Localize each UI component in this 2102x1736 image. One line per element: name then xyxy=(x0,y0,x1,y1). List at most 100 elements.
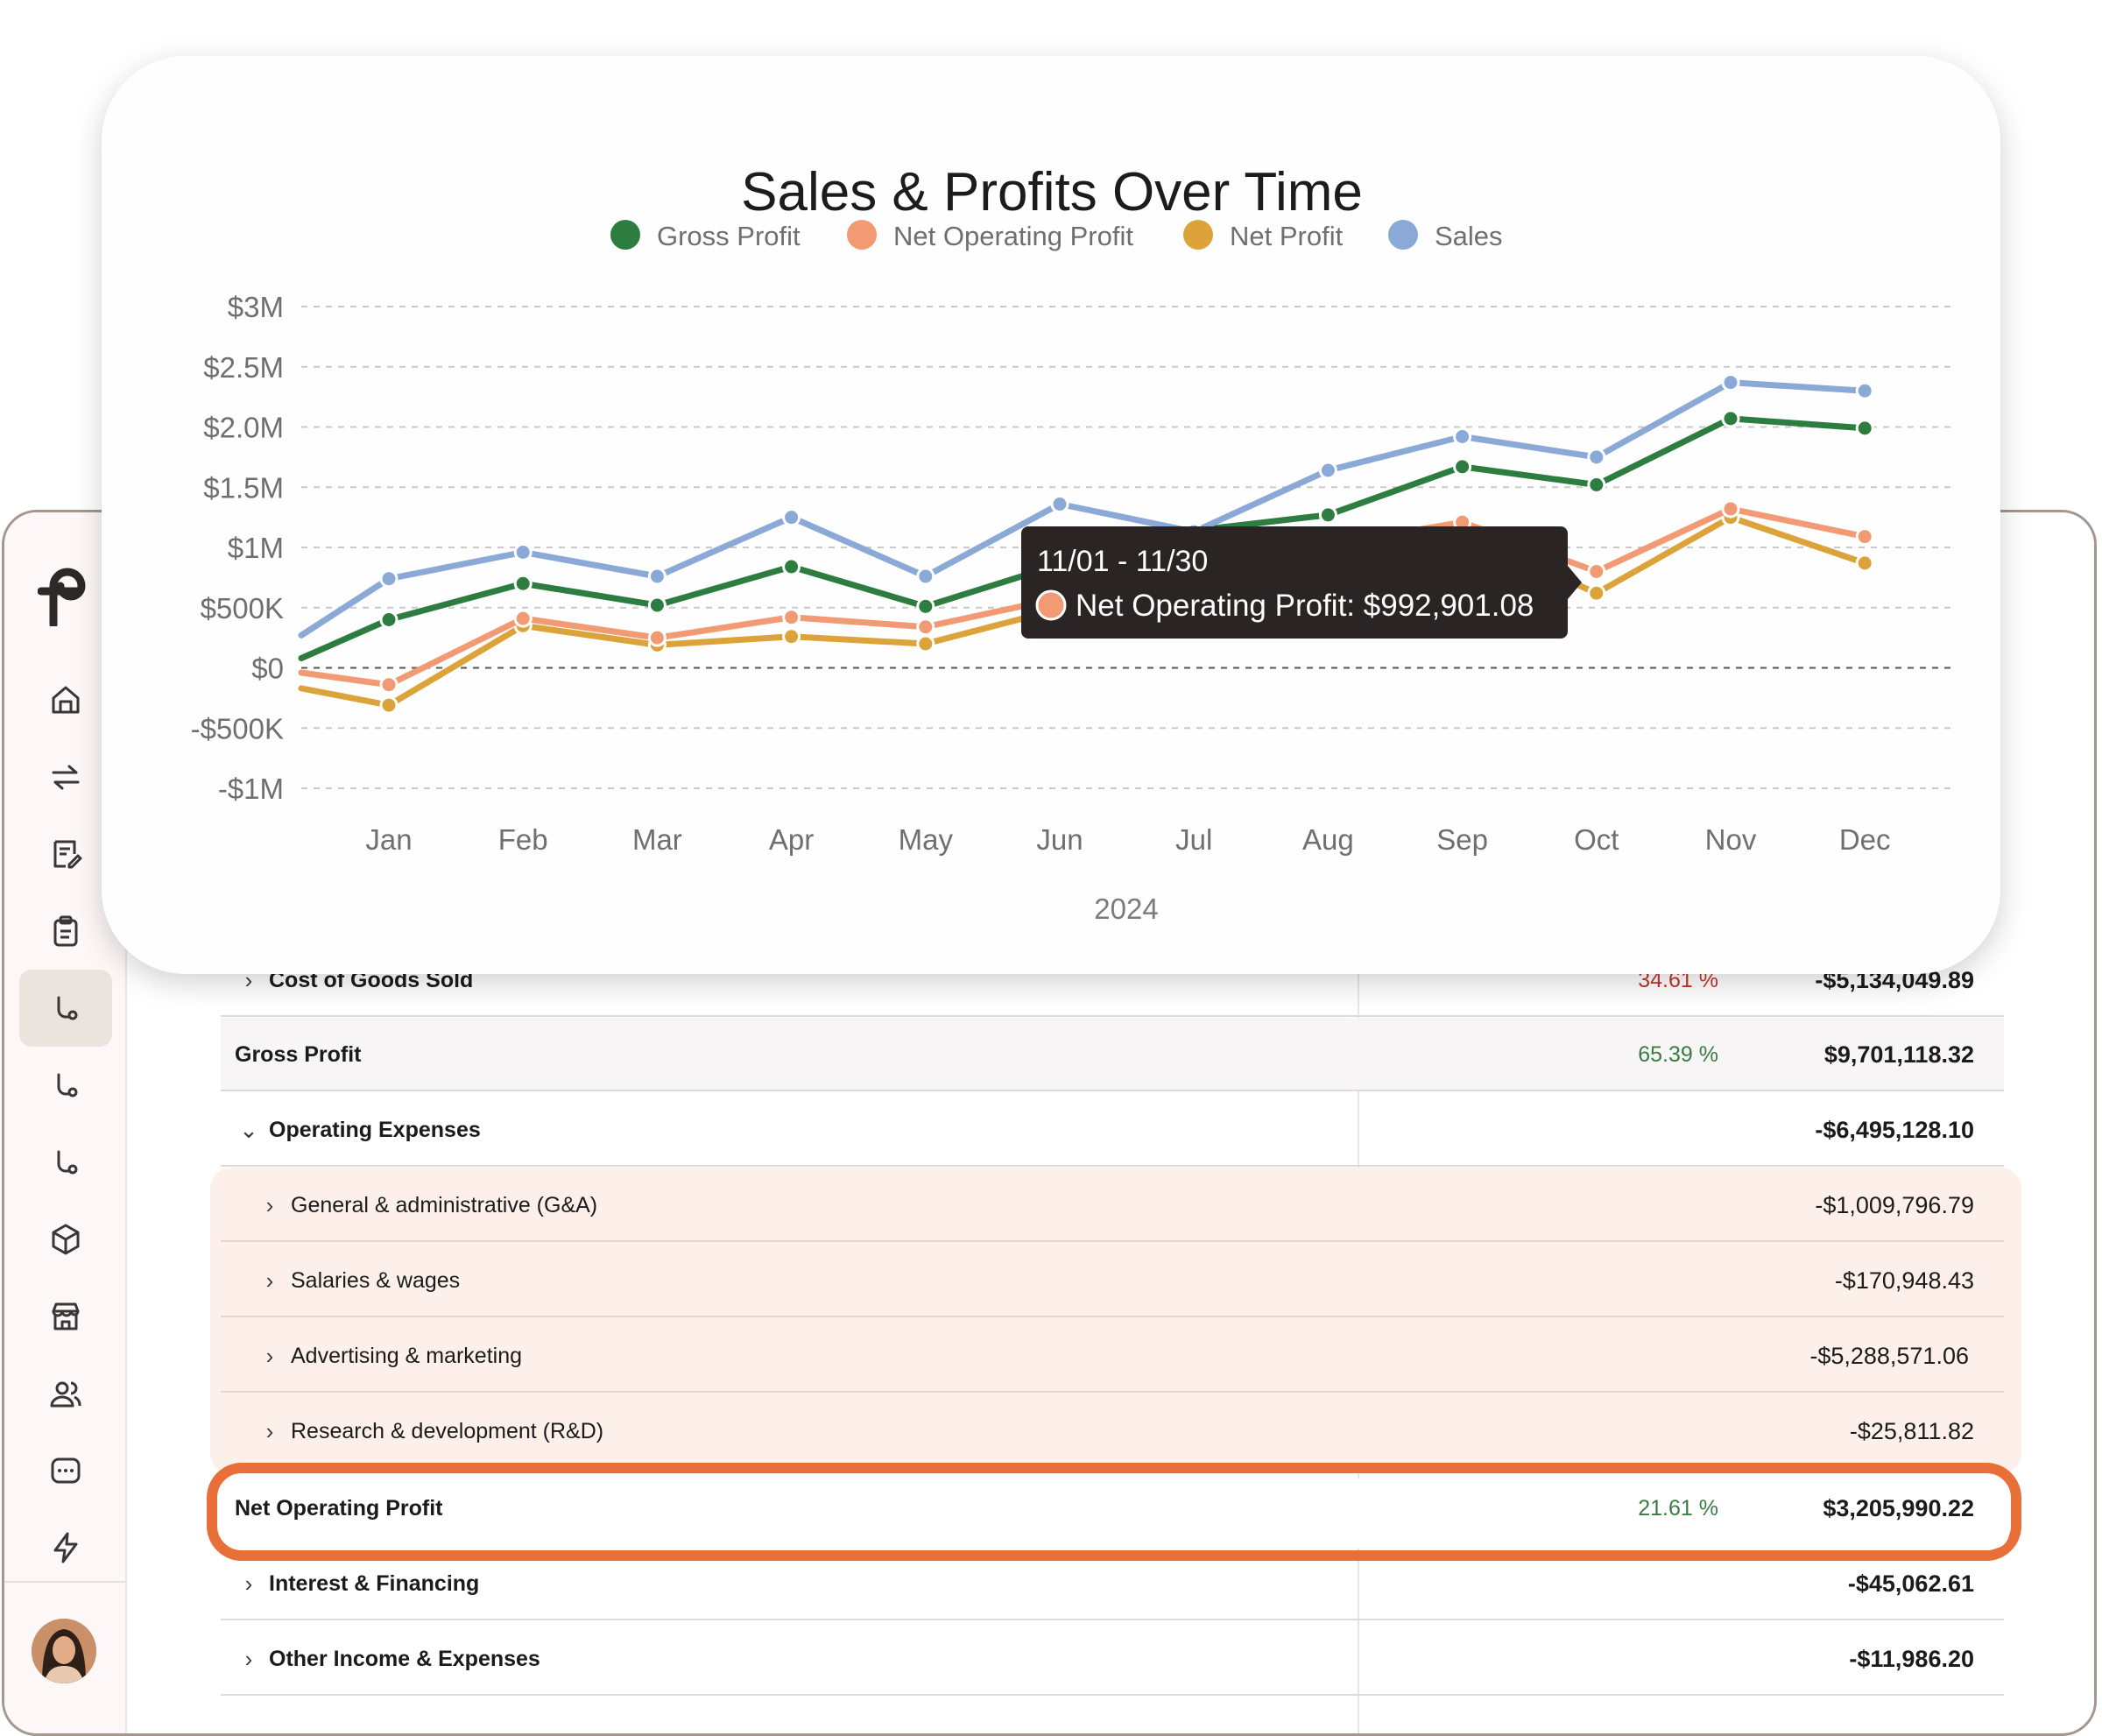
chevron-right-icon[interactable]: › xyxy=(265,1418,274,1444)
data-point[interactable] xyxy=(1721,499,1740,519)
data-point[interactable] xyxy=(916,634,935,653)
row-amount: $9,701,118.32 xyxy=(1823,1041,1974,1068)
x-axis: Jan Feb Mar Apr May Jun Jul Aug Sep Oct Nov Dec xyxy=(365,823,1890,856)
data-point[interactable] xyxy=(1855,554,1874,573)
data-point[interactable] xyxy=(1453,457,1472,476)
x-tick-label: Jun xyxy=(1036,823,1083,856)
data-point[interactable] xyxy=(647,628,667,647)
data-point[interactable] xyxy=(916,567,935,586)
data-point[interactable] xyxy=(1587,583,1606,603)
data-point[interactable] xyxy=(647,596,667,615)
row-amount: $3,205,990.22 xyxy=(1823,1495,1974,1521)
legend-swatch xyxy=(1183,220,1213,250)
y-tick-label: $0 xyxy=(251,653,284,685)
data-point[interactable] xyxy=(782,627,801,646)
legend-item[interactable]: Gross Profit xyxy=(610,220,801,251)
nav-contacts[interactable] xyxy=(19,1355,112,1432)
table-row-advertising[interactable]: › Advertising & marketing -$5,288,571.06 xyxy=(221,1319,2004,1393)
data-point[interactable] xyxy=(1721,373,1740,392)
line-chart[interactable]: Sales & Profits Over Time Gross Profit Ne… xyxy=(102,56,2000,974)
chevron-right-icon[interactable]: › xyxy=(244,1646,253,1672)
x-tick-label: Feb xyxy=(498,823,548,856)
data-point[interactable] xyxy=(1587,562,1606,581)
data-point[interactable] xyxy=(379,695,399,715)
x-tick-label: May xyxy=(899,823,954,856)
x-tick-label: Nov xyxy=(1705,823,1757,856)
y-tick-label: $500K xyxy=(201,592,284,625)
data-point[interactable] xyxy=(379,569,399,589)
table-row-interest[interactable]: › Interest & Financing -$45,062.61 xyxy=(221,1547,2004,1620)
chevron-right-icon[interactable]: › xyxy=(265,1343,274,1369)
data-point[interactable] xyxy=(1855,527,1874,547)
data-point[interactable] xyxy=(379,610,399,629)
legend-label: Sales xyxy=(1435,221,1503,251)
data-point[interactable] xyxy=(647,567,667,586)
x-tick-label: Jul xyxy=(1175,823,1212,856)
data-point[interactable] xyxy=(782,608,801,627)
data-point[interactable] xyxy=(513,543,533,561)
report-icon xyxy=(57,1150,78,1175)
table-row-salaries[interactable]: › Salaries & wages -$170,948.43 xyxy=(221,1244,2004,1317)
data-point[interactable] xyxy=(1318,505,1337,525)
nav-products[interactable] xyxy=(19,1201,112,1278)
legend-item[interactable]: Sales xyxy=(1388,220,1503,251)
row-label: Salaries & wages xyxy=(291,1268,461,1293)
table-row-rnd[interactable]: › Research & development (R&D) -$25,811.… xyxy=(221,1394,2004,1468)
data-point[interactable] xyxy=(916,617,935,637)
data-point[interactable] xyxy=(916,596,935,616)
row-label: Interest & Financing xyxy=(269,1571,480,1596)
nav-bills[interactable] xyxy=(19,893,112,970)
y-tick-label: $1.5M xyxy=(203,471,284,504)
data-point[interactable] xyxy=(513,609,533,628)
table-row-ga[interactable]: › General & administrative (G&A) -$1,009… xyxy=(221,1168,2004,1242)
nav-more[interactable] xyxy=(19,1432,112,1509)
nav-transfers[interactable] xyxy=(19,738,112,815)
legend-swatch xyxy=(1388,220,1418,250)
logo-icon[interactable] xyxy=(38,556,90,626)
tooltip-arrow xyxy=(1568,566,1582,599)
data-point[interactable] xyxy=(1587,448,1606,467)
report-icon xyxy=(57,996,78,1020)
nav-home[interactable] xyxy=(19,661,112,738)
nav-report-balance[interactable] xyxy=(19,1047,112,1124)
chevron-right-icon[interactable]: › xyxy=(265,1192,274,1218)
nav-report-profit-loss[interactable] xyxy=(19,970,112,1047)
nav-report-cashflow[interactable] xyxy=(19,1124,112,1201)
chevron-right-icon[interactable]: › xyxy=(265,1267,274,1294)
table-row-gross-profit[interactable]: Gross Profit 65.39 % $9,701,118.32 xyxy=(221,1018,2004,1091)
data-point[interactable] xyxy=(513,574,533,593)
table-row-net-operating-profit[interactable]: Net Operating Profit 21.61 % $3,205,990.… xyxy=(221,1471,2004,1545)
table-row-other-income[interactable]: › Other Income & Expenses -$11,986.20 xyxy=(221,1622,2004,1696)
nav-invoices[interactable] xyxy=(19,815,112,893)
report-icon xyxy=(57,1073,78,1097)
x-tick-label: Dec xyxy=(1839,823,1891,856)
data-point[interactable] xyxy=(1721,409,1740,428)
data-point[interactable] xyxy=(1855,381,1874,400)
home-icon xyxy=(52,686,80,714)
x-tick-label: Oct xyxy=(1574,823,1619,856)
nav-store[interactable] xyxy=(19,1278,112,1355)
data-point[interactable] xyxy=(782,557,801,576)
data-point[interactable] xyxy=(782,508,801,527)
avatar[interactable] xyxy=(32,1619,96,1683)
y-tick-label: $3M xyxy=(228,291,284,323)
table-row-operating-expenses[interactable]: ⌄ Operating Expenses -$6,495,128.10 xyxy=(221,1093,2004,1167)
chevron-right-icon[interactable]: › xyxy=(244,1570,253,1597)
tooltip-swatch xyxy=(1035,589,1067,621)
data-point[interactable] xyxy=(1050,495,1069,513)
legend-item[interactable]: Net Operating Profit xyxy=(847,220,1133,251)
data-point[interactable] xyxy=(1318,461,1337,480)
data-point[interactable] xyxy=(1453,427,1472,446)
data-point[interactable] xyxy=(1587,476,1606,494)
chevron-down-icon[interactable]: ⌄ xyxy=(239,1117,258,1143)
nav-automations[interactable] xyxy=(19,1509,112,1586)
operating-expenses-panel xyxy=(210,1168,2021,1474)
data-point[interactable] xyxy=(1855,419,1874,438)
data-point[interactable] xyxy=(379,675,399,695)
y-tick-label: -$1M xyxy=(218,773,284,805)
chevron-right-icon[interactable]: › xyxy=(244,967,253,993)
highlight-ring xyxy=(207,1463,2021,1561)
users-icon xyxy=(50,1381,81,1408)
legend-item[interactable]: Net Profit xyxy=(1183,220,1344,251)
x-axis-label: 2024 xyxy=(1094,893,1158,925)
